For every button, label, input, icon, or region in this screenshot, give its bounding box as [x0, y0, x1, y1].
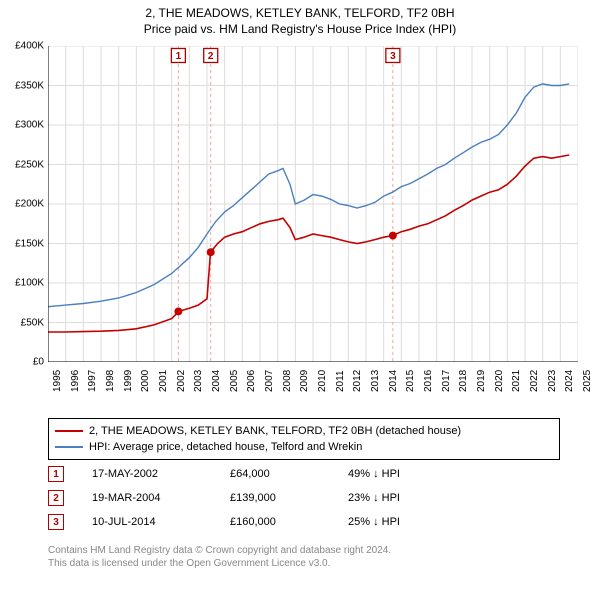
legend-swatch — [55, 430, 83, 432]
svg-text:3: 3 — [390, 51, 396, 62]
x-tick-label: 2007 — [264, 370, 275, 392]
x-tick-label: 2003 — [193, 370, 204, 392]
legend-item: 2, THE MEADOWS, KETLEY BANK, TELFORD, TF… — [55, 423, 553, 439]
x-tick-label: 2009 — [299, 370, 310, 392]
annotation-price: £139,000 — [230, 492, 320, 504]
annotation-price: £160,000 — [230, 516, 320, 528]
y-tick-label: £350K — [4, 80, 44, 91]
annotation-badge: 3 — [48, 514, 64, 530]
y-tick-label: £50K — [4, 317, 44, 328]
x-tick-label: 2010 — [317, 370, 328, 392]
x-tick-label: 1999 — [123, 370, 134, 392]
x-tick-label: 2014 — [388, 370, 399, 392]
x-tick-label: 2024 — [564, 370, 575, 392]
annotation-row: 3 10-JUL-2014 £160,000 25% ↓ HPI — [48, 510, 438, 534]
chart-footer: Contains HM Land Registry data © Crown c… — [48, 544, 391, 570]
annotation-hpi: 49% ↓ HPI — [348, 468, 438, 480]
x-tick-label: 2001 — [158, 370, 169, 392]
chart-title-line1: 2, THE MEADOWS, KETLEY BANK, TELFORD, TF… — [0, 0, 600, 20]
x-tick-label: 2017 — [441, 370, 452, 392]
footer-line1: Contains HM Land Registry data © Crown c… — [48, 544, 391, 557]
y-tick-label: £300K — [4, 120, 44, 131]
x-tick-label: 2020 — [494, 370, 505, 392]
annotation-row: 2 19-MAR-2004 £139,000 23% ↓ HPI — [48, 486, 438, 510]
svg-text:2: 2 — [208, 51, 214, 62]
x-tick-label: 2012 — [352, 370, 363, 392]
x-tick-label: 1995 — [52, 370, 63, 392]
price-annotations: 1 17-MAY-2002 £64,000 49% ↓ HPI 2 19-MAR-2004… — [48, 462, 438, 534]
y-tick-label: £250K — [4, 159, 44, 170]
x-tick-label: 2011 — [335, 370, 346, 392]
y-tick-label: £0 — [4, 357, 44, 368]
legend-swatch — [55, 446, 83, 448]
x-tick-label: 2019 — [476, 370, 487, 392]
x-tick-label: 2022 — [529, 370, 540, 392]
annotation-date: 19-MAR-2004 — [92, 492, 202, 504]
x-tick-label: 2000 — [140, 370, 151, 392]
annotation-price: £64,000 — [230, 468, 320, 480]
svg-text:1: 1 — [176, 51, 182, 62]
chart-title-line2: Price paid vs. HM Land Registry's House … — [0, 20, 600, 36]
legend-label: HPI: Average price, detached house, Telf… — [89, 439, 362, 455]
annotation-badge: 2 — [48, 490, 64, 506]
x-tick-label: 1996 — [70, 370, 81, 392]
x-tick-label: 2016 — [423, 370, 434, 392]
chart-container: 2, THE MEADOWS, KETLEY BANK, TELFORD, TF… — [0, 0, 600, 590]
y-tick-label: £100K — [4, 278, 44, 289]
x-tick-label: 2008 — [282, 370, 293, 392]
y-tick-label: £150K — [4, 238, 44, 249]
chart-legend: 2, THE MEADOWS, KETLEY BANK, TELFORD, TF… — [48, 418, 560, 460]
x-tick-label: 2015 — [405, 370, 416, 392]
x-tick-label: 2002 — [176, 370, 187, 392]
price-chart: 1 2 3 — [48, 46, 578, 362]
y-tick-label: £200K — [4, 199, 44, 210]
x-tick-label: 2005 — [229, 370, 240, 392]
annotation-badge: 1 — [48, 466, 64, 482]
x-tick-label: 2023 — [547, 370, 558, 392]
x-tick-label: 2004 — [211, 370, 222, 392]
footer-line2: This data is licensed under the Open Gov… — [48, 557, 391, 570]
x-tick-label: 1997 — [87, 370, 98, 392]
annotation-date: 17-MAY-2002 — [92, 468, 202, 480]
x-tick-label: 2013 — [370, 370, 381, 392]
x-tick-label: 2006 — [246, 370, 257, 392]
x-tick-label: 2021 — [511, 370, 522, 392]
y-tick-label: £400K — [4, 41, 44, 52]
x-tick-label: 1998 — [105, 370, 116, 392]
annotation-hpi: 25% ↓ HPI — [348, 516, 438, 528]
annotation-date: 10-JUL-2014 — [92, 516, 202, 528]
legend-label: 2, THE MEADOWS, KETLEY BANK, TELFORD, TF… — [89, 423, 461, 439]
x-tick-label: 2018 — [458, 370, 469, 392]
annotation-hpi: 23% ↓ HPI — [348, 492, 438, 504]
legend-item: HPI: Average price, detached house, Telf… — [55, 439, 553, 455]
x-tick-label: 2025 — [582, 370, 593, 392]
annotation-row: 1 17-MAY-2002 £64,000 49% ↓ HPI — [48, 462, 438, 486]
